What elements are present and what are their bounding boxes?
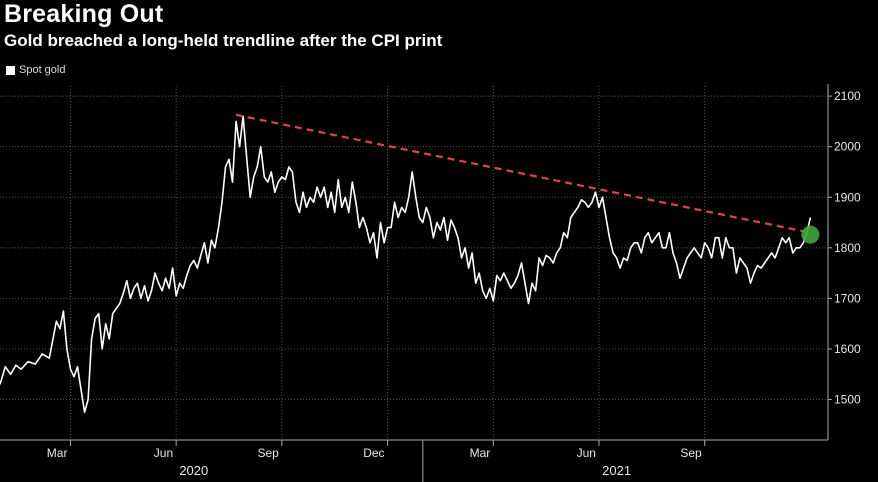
x-tick-label-3: Dec: [363, 446, 384, 460]
y-tick-label-1700: 1700: [834, 291, 861, 305]
chart-subtitle: Gold breached a long-held trendline afte…: [4, 31, 443, 50]
y-tick-label-2100: 2100: [834, 89, 861, 103]
legend: Spot gold: [6, 64, 65, 76]
x-tick-label-2: Sep: [258, 446, 280, 460]
chart-title: Breaking Out: [4, 0, 164, 28]
y-tick-label-1500: 1500: [834, 393, 861, 407]
y-tick-label-2000: 2000: [834, 140, 861, 154]
legend-swatch-spot-gold: [6, 65, 15, 75]
y-tick-label-1600: 1600: [834, 342, 861, 356]
y-tick-label-1800: 1800: [834, 241, 861, 255]
x-tick-label-6: Sep: [680, 446, 702, 460]
x-tick-label-0: Mar: [47, 446, 68, 460]
year-label-2021: 2021: [602, 463, 631, 478]
y-tick-label-1900: 1900: [834, 190, 861, 204]
breakout-highlight: [801, 225, 820, 244]
x-tick-label-1: Jun: [154, 446, 173, 460]
trendline: [235, 113, 811, 234]
legend-label-spot-gold: Spot gold: [19, 64, 66, 76]
year-label-2020: 2020: [179, 463, 208, 478]
series-line-spot-gold: [0, 115, 812, 414]
x-tick-label-5: Jun: [577, 446, 596, 460]
x-tick-label-4: Mar: [470, 446, 491, 460]
